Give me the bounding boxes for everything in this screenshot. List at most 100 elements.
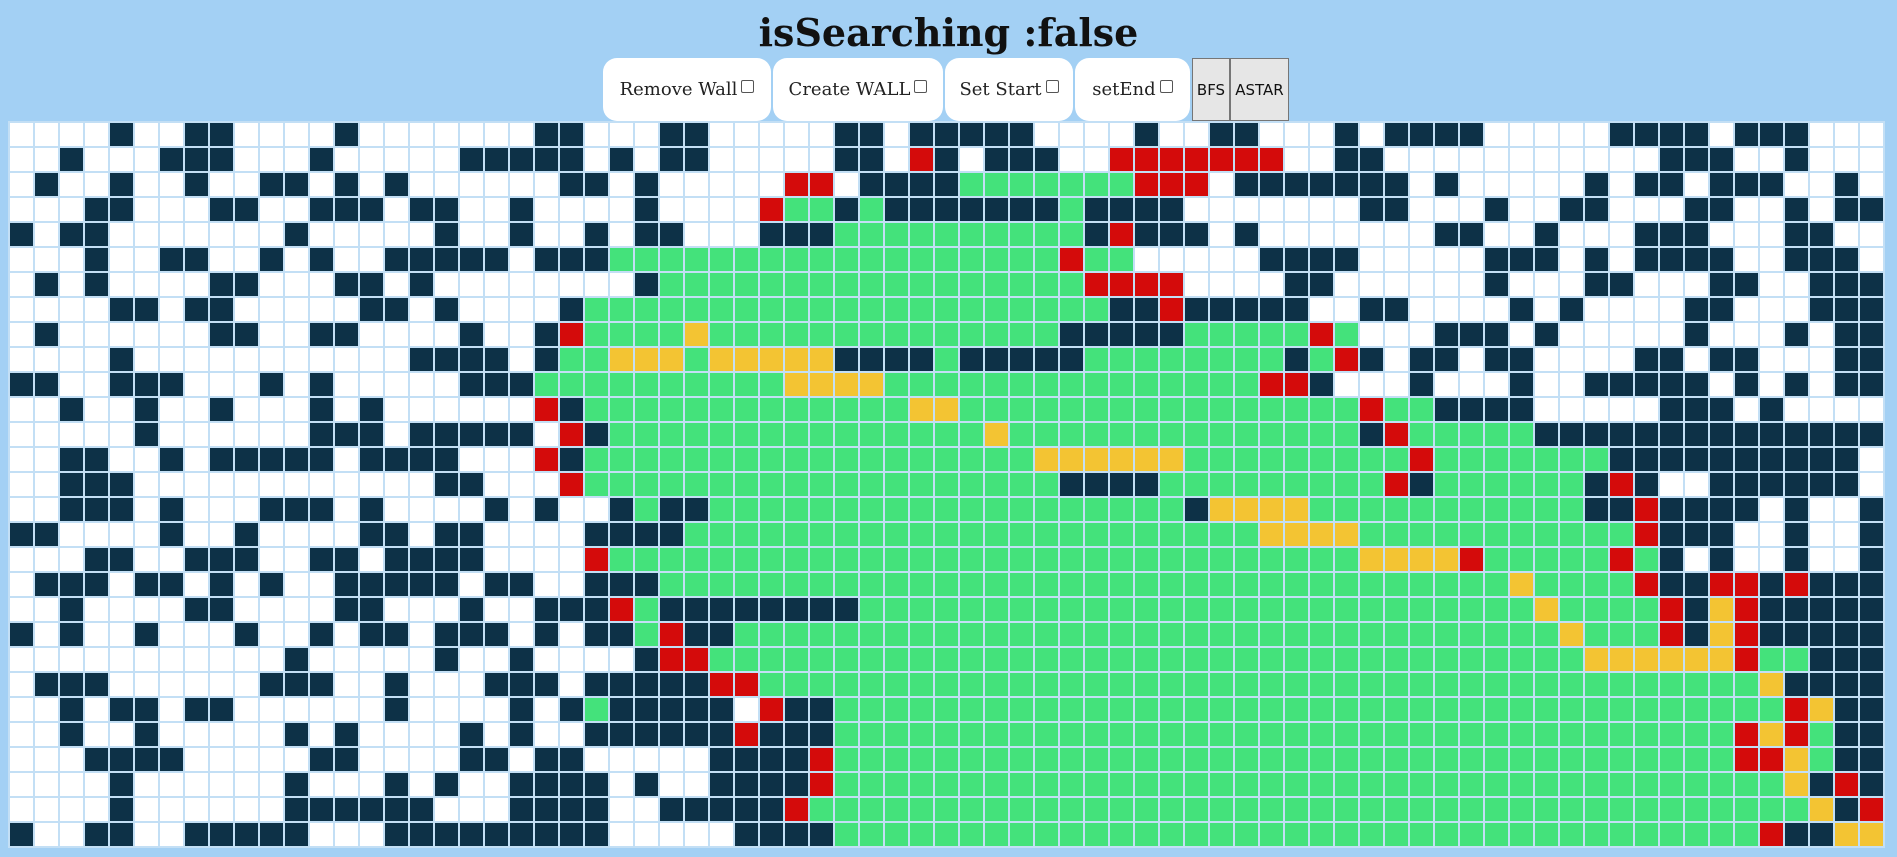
- grid-cell-empty[interactable]: [510, 523, 533, 546]
- grid-cell-wall[interactable]: [1360, 148, 1383, 171]
- grid-cell-wall[interactable]: [910, 198, 933, 221]
- grid-cell-wall[interactable]: [485, 673, 508, 696]
- grid-cell-empty[interactable]: [560, 623, 583, 646]
- grid-cell-visited[interactable]: [1035, 823, 1058, 846]
- grid-cell-visited[interactable]: [1035, 298, 1058, 321]
- grid-cell-wall[interactable]: [835, 348, 858, 371]
- grid-cell-visited[interactable]: [1035, 248, 1058, 271]
- grid-cell-empty[interactable]: [485, 773, 508, 796]
- grid-cell-visited[interactable]: [735, 573, 758, 596]
- grid-cell-wall[interactable]: [460, 548, 483, 571]
- grid-cell-empty[interactable]: [485, 198, 508, 221]
- grid-cell-visited[interactable]: [1110, 648, 1133, 671]
- grid-cell-visited[interactable]: [1285, 473, 1308, 496]
- grid-cell-wall[interactable]: [560, 773, 583, 796]
- grid-cell-empty[interactable]: [160, 348, 183, 371]
- grid-cell-empty[interactable]: [510, 448, 533, 471]
- grid-cell-empty[interactable]: [510, 348, 533, 371]
- grid-cell-wall[interactable]: [310, 798, 333, 821]
- grid-cell-wall[interactable]: [835, 598, 858, 621]
- grid-cell-empty[interactable]: [210, 423, 233, 446]
- pathfinding-grid[interactable]: [8, 121, 1885, 848]
- grid-cell-frontier[interactable]: [1110, 273, 1133, 296]
- grid-cell-visited[interactable]: [1160, 648, 1183, 671]
- grid-cell-empty[interactable]: [685, 173, 708, 196]
- grid-cell-visited[interactable]: [1410, 748, 1433, 771]
- grid-cell-wall[interactable]: [135, 623, 158, 646]
- grid-cell-visited[interactable]: [1160, 823, 1183, 846]
- grid-cell-wall[interactable]: [810, 698, 833, 721]
- grid-cell-frontier[interactable]: [1735, 648, 1758, 671]
- grid-cell-visited[interactable]: [1560, 748, 1583, 771]
- grid-cell-empty[interactable]: [410, 723, 433, 746]
- grid-cell-wall[interactable]: [1685, 573, 1708, 596]
- grid-cell-wall[interactable]: [1760, 473, 1783, 496]
- grid-cell-empty[interactable]: [435, 173, 458, 196]
- grid-cell-empty[interactable]: [285, 348, 308, 371]
- grid-cell-wall[interactable]: [1860, 698, 1883, 721]
- grid-cell-wall[interactable]: [510, 648, 533, 671]
- grid-cell-visited[interactable]: [1535, 548, 1558, 571]
- grid-cell-visited[interactable]: [760, 448, 783, 471]
- grid-cell-wall[interactable]: [660, 673, 683, 696]
- grid-cell-wall[interactable]: [1110, 298, 1133, 321]
- grid-cell-wall[interactable]: [1060, 348, 1083, 371]
- grid-cell-path[interactable]: [1760, 673, 1783, 696]
- grid-cell-wall[interactable]: [1485, 348, 1508, 371]
- grid-cell-empty[interactable]: [285, 573, 308, 596]
- grid-cell-empty[interactable]: [335, 348, 358, 371]
- grid-cell-wall[interactable]: [1835, 798, 1858, 821]
- grid-cell-wall[interactable]: [435, 348, 458, 371]
- grid-cell-wall[interactable]: [635, 173, 658, 196]
- grid-cell-wall[interactable]: [110, 298, 133, 321]
- grid-cell-visited[interactable]: [1435, 448, 1458, 471]
- grid-cell-visited[interactable]: [1560, 648, 1583, 671]
- grid-cell-visited[interactable]: [1235, 323, 1258, 346]
- grid-cell-path[interactable]: [635, 348, 658, 371]
- grid-cell-empty[interactable]: [35, 823, 58, 846]
- grid-cell-visited[interactable]: [785, 398, 808, 421]
- grid-cell-wall[interactable]: [385, 798, 408, 821]
- grid-cell-empty[interactable]: [1810, 373, 1833, 396]
- grid-cell-visited[interactable]: [1185, 448, 1208, 471]
- grid-cell-visited[interactable]: [810, 448, 833, 471]
- grid-cell-path[interactable]: [1710, 648, 1733, 671]
- grid-cell-wall[interactable]: [1035, 148, 1058, 171]
- grid-cell-visited[interactable]: [1560, 698, 1583, 721]
- grid-cell-visited[interactable]: [685, 448, 708, 471]
- grid-cell-visited[interactable]: [910, 623, 933, 646]
- grid-cell-visited[interactable]: [935, 348, 958, 371]
- grid-cell-wall[interactable]: [610, 673, 633, 696]
- grid-cell-wall[interactable]: [1860, 723, 1883, 746]
- grid-cell-visited[interactable]: [1335, 398, 1358, 421]
- grid-cell-wall[interactable]: [1510, 348, 1533, 371]
- grid-cell-path[interactable]: [835, 373, 858, 396]
- grid-cell-empty[interactable]: [1660, 323, 1683, 346]
- grid-cell-wall[interactable]: [1810, 598, 1833, 621]
- grid-cell-visited[interactable]: [635, 623, 658, 646]
- grid-cell-empty[interactable]: [685, 823, 708, 846]
- grid-cell-wall[interactable]: [185, 248, 208, 271]
- grid-cell-visited[interactable]: [610, 398, 633, 421]
- grid-cell-visited[interactable]: [710, 573, 733, 596]
- grid-cell-frontier[interactable]: [560, 323, 583, 346]
- grid-cell-wall[interactable]: [1735, 473, 1758, 496]
- grid-cell-wall[interactable]: [635, 523, 658, 546]
- grid-cell-wall[interactable]: [485, 248, 508, 271]
- grid-cell-visited[interactable]: [1385, 623, 1408, 646]
- grid-cell-visited[interactable]: [1260, 348, 1283, 371]
- grid-cell-empty[interactable]: [1685, 348, 1708, 371]
- grid-cell-visited[interactable]: [1610, 673, 1633, 696]
- grid-cell-visited[interactable]: [1710, 698, 1733, 721]
- grid-cell-empty[interactable]: [260, 548, 283, 571]
- grid-cell-visited[interactable]: [785, 248, 808, 271]
- grid-cell-empty[interactable]: [335, 148, 358, 171]
- grid-cell-empty[interactable]: [1835, 498, 1858, 521]
- grid-cell-visited[interactable]: [935, 248, 958, 271]
- grid-cell-wall[interactable]: [660, 498, 683, 521]
- grid-cell-wall[interactable]: [160, 748, 183, 771]
- grid-cell-visited[interactable]: [860, 223, 883, 246]
- grid-cell-visited[interactable]: [1035, 548, 1058, 571]
- grid-cell-visited[interactable]: [1010, 773, 1033, 796]
- grid-cell-wall[interactable]: [1360, 173, 1383, 196]
